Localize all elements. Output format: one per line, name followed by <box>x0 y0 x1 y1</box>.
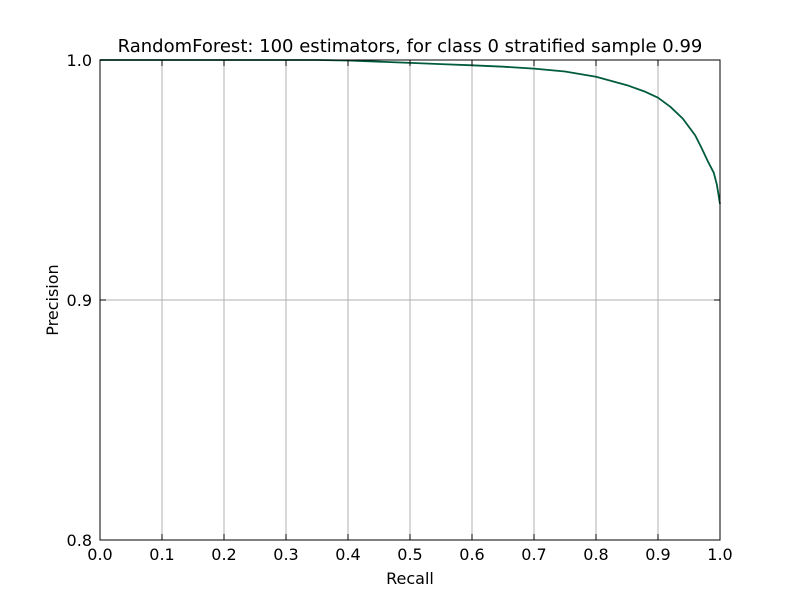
x-tick-labels: 0.0 0.1 0.2 0.3 0.4 0.5 0.6 0.7 0.8 0.9 1.0 <box>87 545 732 564</box>
x-tick-label: 0.3 <box>273 545 298 564</box>
x-tick-label: 0.2 <box>211 545 236 564</box>
y-tick-label: 0.8 <box>67 531 92 550</box>
x-tick-label: 0.9 <box>645 545 670 564</box>
x-tick-label: 0.5 <box>397 545 422 564</box>
x-tick-label: 0.7 <box>521 545 546 564</box>
tick-marks <box>99 59 721 541</box>
x-tick-label: 0.6 <box>459 545 484 564</box>
x-tick-label: 0.0 <box>87 545 112 564</box>
x-tick-label: 0.1 <box>149 545 174 564</box>
y-tick-labels: 0.8 0.9 1.0 <box>67 51 92 550</box>
x-tick-label: 0.4 <box>335 545 360 564</box>
y-tick-label: 0.9 <box>67 291 92 310</box>
y-axis-label: Precision <box>43 264 62 335</box>
y-tick-label: 1.0 <box>67 51 92 70</box>
x-tick-label: 0.8 <box>583 545 608 564</box>
x-axis-label: Recall <box>386 569 434 588</box>
chart-title: RandomForest: 100 estimators, for class … <box>118 36 703 57</box>
x-tick-label: 1.0 <box>707 545 732 564</box>
